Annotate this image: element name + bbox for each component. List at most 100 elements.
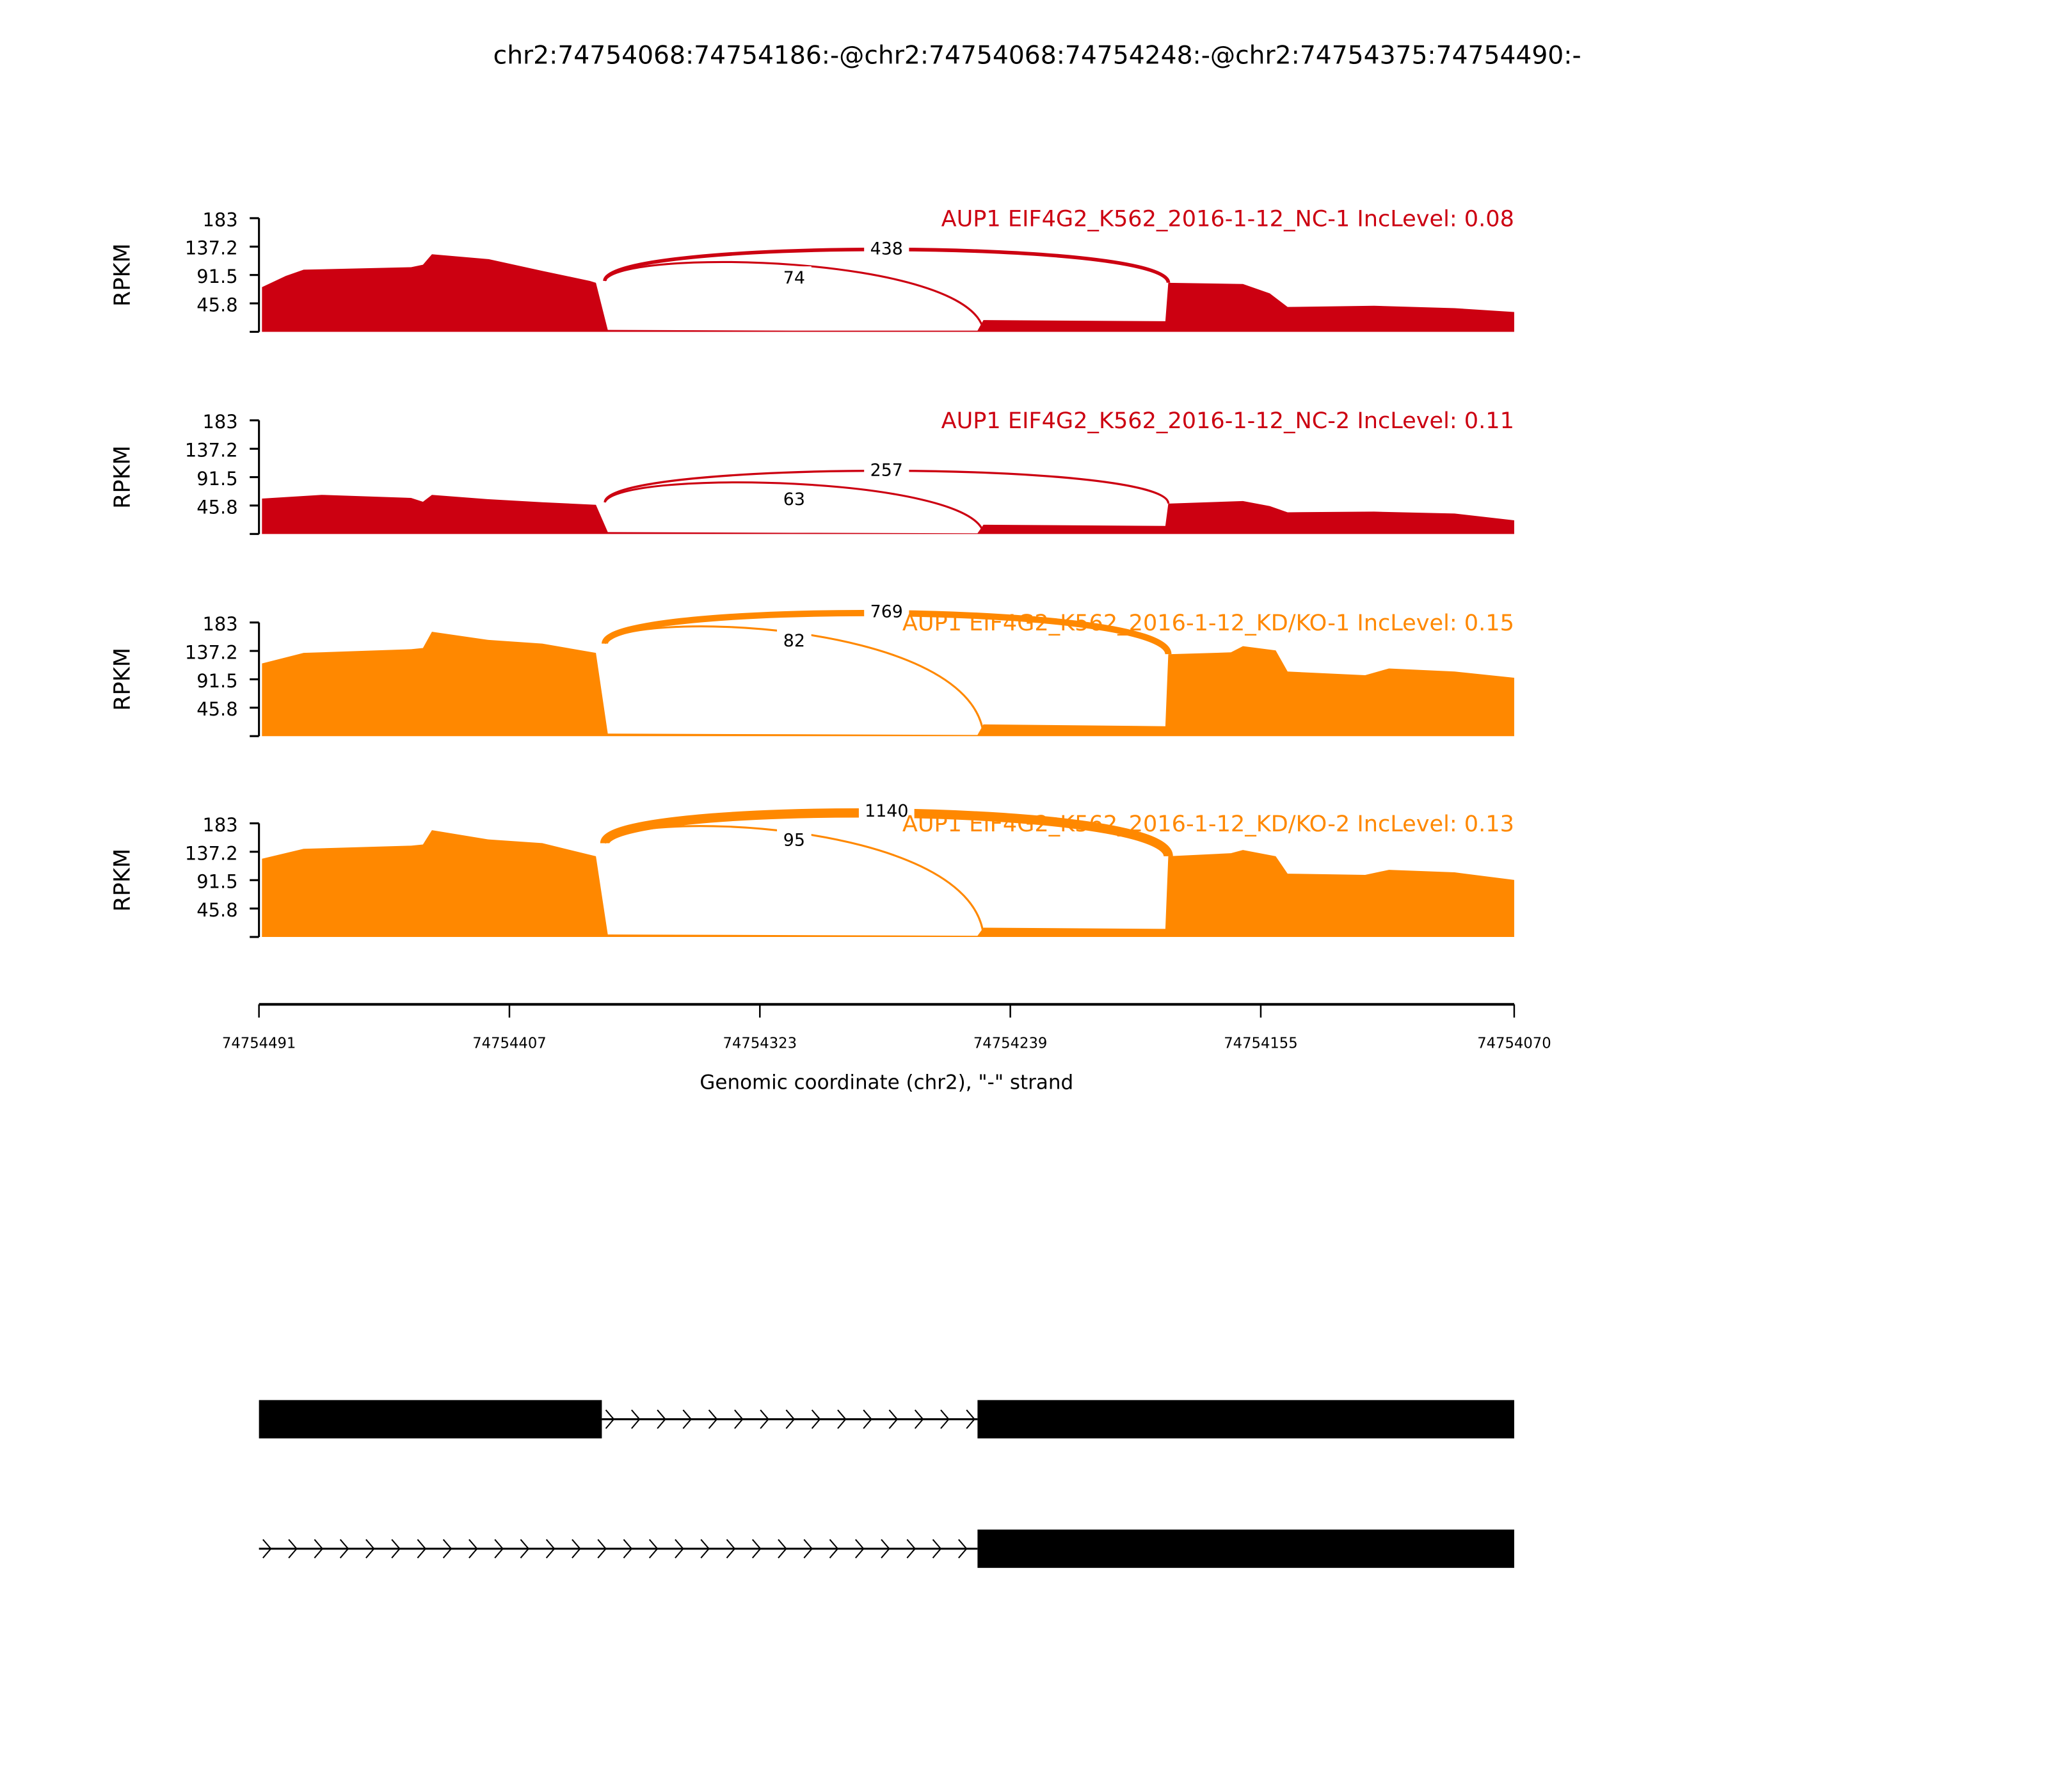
junction-count-label: 95 [783,831,805,851]
y-tick-label: 137.2 [185,237,238,259]
coverage-area [262,830,1514,937]
strand-chevron-icon [657,1409,666,1429]
strand-chevron-icon [605,1409,615,1429]
strand-chevron-icon [914,1409,924,1429]
transcript-1 [259,1400,1514,1439]
track-label: AUP1 EIF4G2_K562_2016-1-12_KD/KO-2 IncLe… [902,811,1514,837]
y-tick-label: 183 [202,411,237,433]
y-axis-label: RPKM [109,849,135,912]
y-axis-label: RPKM [109,648,135,711]
y-axis-label: RPKM [109,445,135,509]
strand-chevron-icon [785,1409,796,1429]
junction-label-bg [777,828,812,850]
strand-chevron-icon [468,1539,478,1558]
junction-label-bg [864,237,909,259]
strand-chevron-icon [932,1539,942,1558]
strand-chevron-icon [365,1539,375,1558]
junction-label-bg [777,488,812,509]
strand-chevron-icon [958,1539,968,1558]
strand-chevron-icon [726,1539,736,1558]
y-tick-label: 91.5 [196,670,237,692]
junction-arc [604,481,985,533]
track-4: 1140 95 183 137.2 91.5 45.8 RPKM AUP1 EIF4G2_K5… [109,799,1514,938]
junction-label-bg [777,628,812,650]
junction-count-label: 63 [783,490,805,509]
y-tick-label: 137.2 [185,440,238,461]
junction-label-bg [864,600,909,621]
y-tick-label: 45.8 [196,294,237,316]
junction-count-label: 74 [783,268,805,288]
y-tick-label: 183 [202,814,237,836]
junction-arc [604,260,985,331]
strand-chevron-icon [682,1409,692,1429]
junction-count-label: 1140 [865,801,908,821]
strand-chevron-icon [778,1539,787,1558]
x-tick-label: 74754239 [973,1035,1047,1052]
strand-chevron-icon [751,1539,762,1558]
strand-chevron-icon [520,1539,530,1558]
strand-chevron-icon [906,1539,916,1558]
strand-chevron-icon [888,1409,899,1429]
y-tick-label: 137.2 [185,641,238,663]
strand-chevron-icon [391,1539,401,1558]
track-label: AUP1 EIF4G2_K562_2016-1-12_NC-1 IncLevel… [941,205,1514,232]
x-tick-label: 74754155 [1224,1035,1297,1052]
x-tick-label: 74754407 [472,1035,546,1052]
exon-block [977,1400,1514,1439]
y-tick-label: 45.8 [196,698,237,720]
y-tick-label: 91.5 [196,871,237,893]
strand-chevron-icon [881,1539,890,1558]
junction-count-label: 257 [870,461,903,481]
y-tick-label: 91.5 [196,266,237,287]
strand-chevron-icon [700,1539,710,1558]
strand-chevron-icon [811,1409,821,1429]
x-tick-label: 74754323 [723,1035,797,1052]
strand-chevron-icon [417,1539,427,1558]
track-3: 769 82 183 137.2 91.5 45.8 RPKM AUP1 EIF4G2_K56… [109,600,1514,737]
strand-chevron-icon [648,1539,659,1558]
strand-chevron-icon [314,1539,324,1558]
strand-chevron-icon [545,1539,556,1558]
strand-chevron-icon [940,1409,950,1429]
x-axis-label: Genomic coordinate (chr2), "-" strand [700,1071,1073,1094]
coverage-area [262,632,1514,737]
y-tick-label: 183 [202,209,237,230]
exon-block [977,1529,1514,1568]
x-axis: 74754491 74754407 74754323 74754239 74754155… [222,1003,1551,1052]
y-tick-label: 91.5 [196,468,237,490]
track-2: 257 63 183 137.2 91.5 45.8 RPKM AUP1 EIF4G2_K56… [109,408,1514,535]
strand-chevron-icon [262,1539,272,1558]
coverage-area [262,254,1514,332]
strand-chevron-icon [837,1409,847,1429]
strand-chevron-icon [803,1539,813,1558]
strand-chevron-icon [494,1539,504,1558]
strand-chevron-icon [863,1409,872,1429]
strand-chevron-icon [829,1539,839,1558]
junction-count-label: 769 [870,602,903,621]
y-tick-label: 137.2 [185,842,238,864]
gene-models [259,1400,1514,1568]
x-tick-label: 74754070 [1477,1035,1551,1052]
strand-chevron-icon [708,1409,718,1429]
strand-chevron-icon [966,1409,975,1429]
track-1: 438 74 183 137.2 91.5 45.8 RPKM AUP1 EIF4G2_K56… [109,205,1514,333]
junction-label-bg [858,799,915,821]
exon-block [259,1400,602,1439]
strand-chevron-icon [597,1539,607,1558]
y-tick-label: 45.8 [196,496,237,518]
y-axis-label: RPKM [109,243,135,307]
track-label: AUP1 EIF4G2_K562_2016-1-12_KD/KO-1 IncLe… [902,610,1514,636]
junction-count-label: 82 [783,631,805,651]
strand-chevron-icon [675,1539,684,1558]
strand-chevron-icon [288,1539,298,1558]
junction-label-bg [777,266,812,288]
x-tick-label: 74754491 [222,1035,296,1052]
strand-chevron-icon [734,1409,744,1429]
junction-label-bg [864,458,909,480]
strand-chevron-icon [854,1539,865,1558]
strand-chevron-icon [623,1539,633,1558]
chart-title: chr2:74754068:74754186:-@chr2:74754068:7… [493,41,1581,70]
coverage-area [262,495,1514,534]
